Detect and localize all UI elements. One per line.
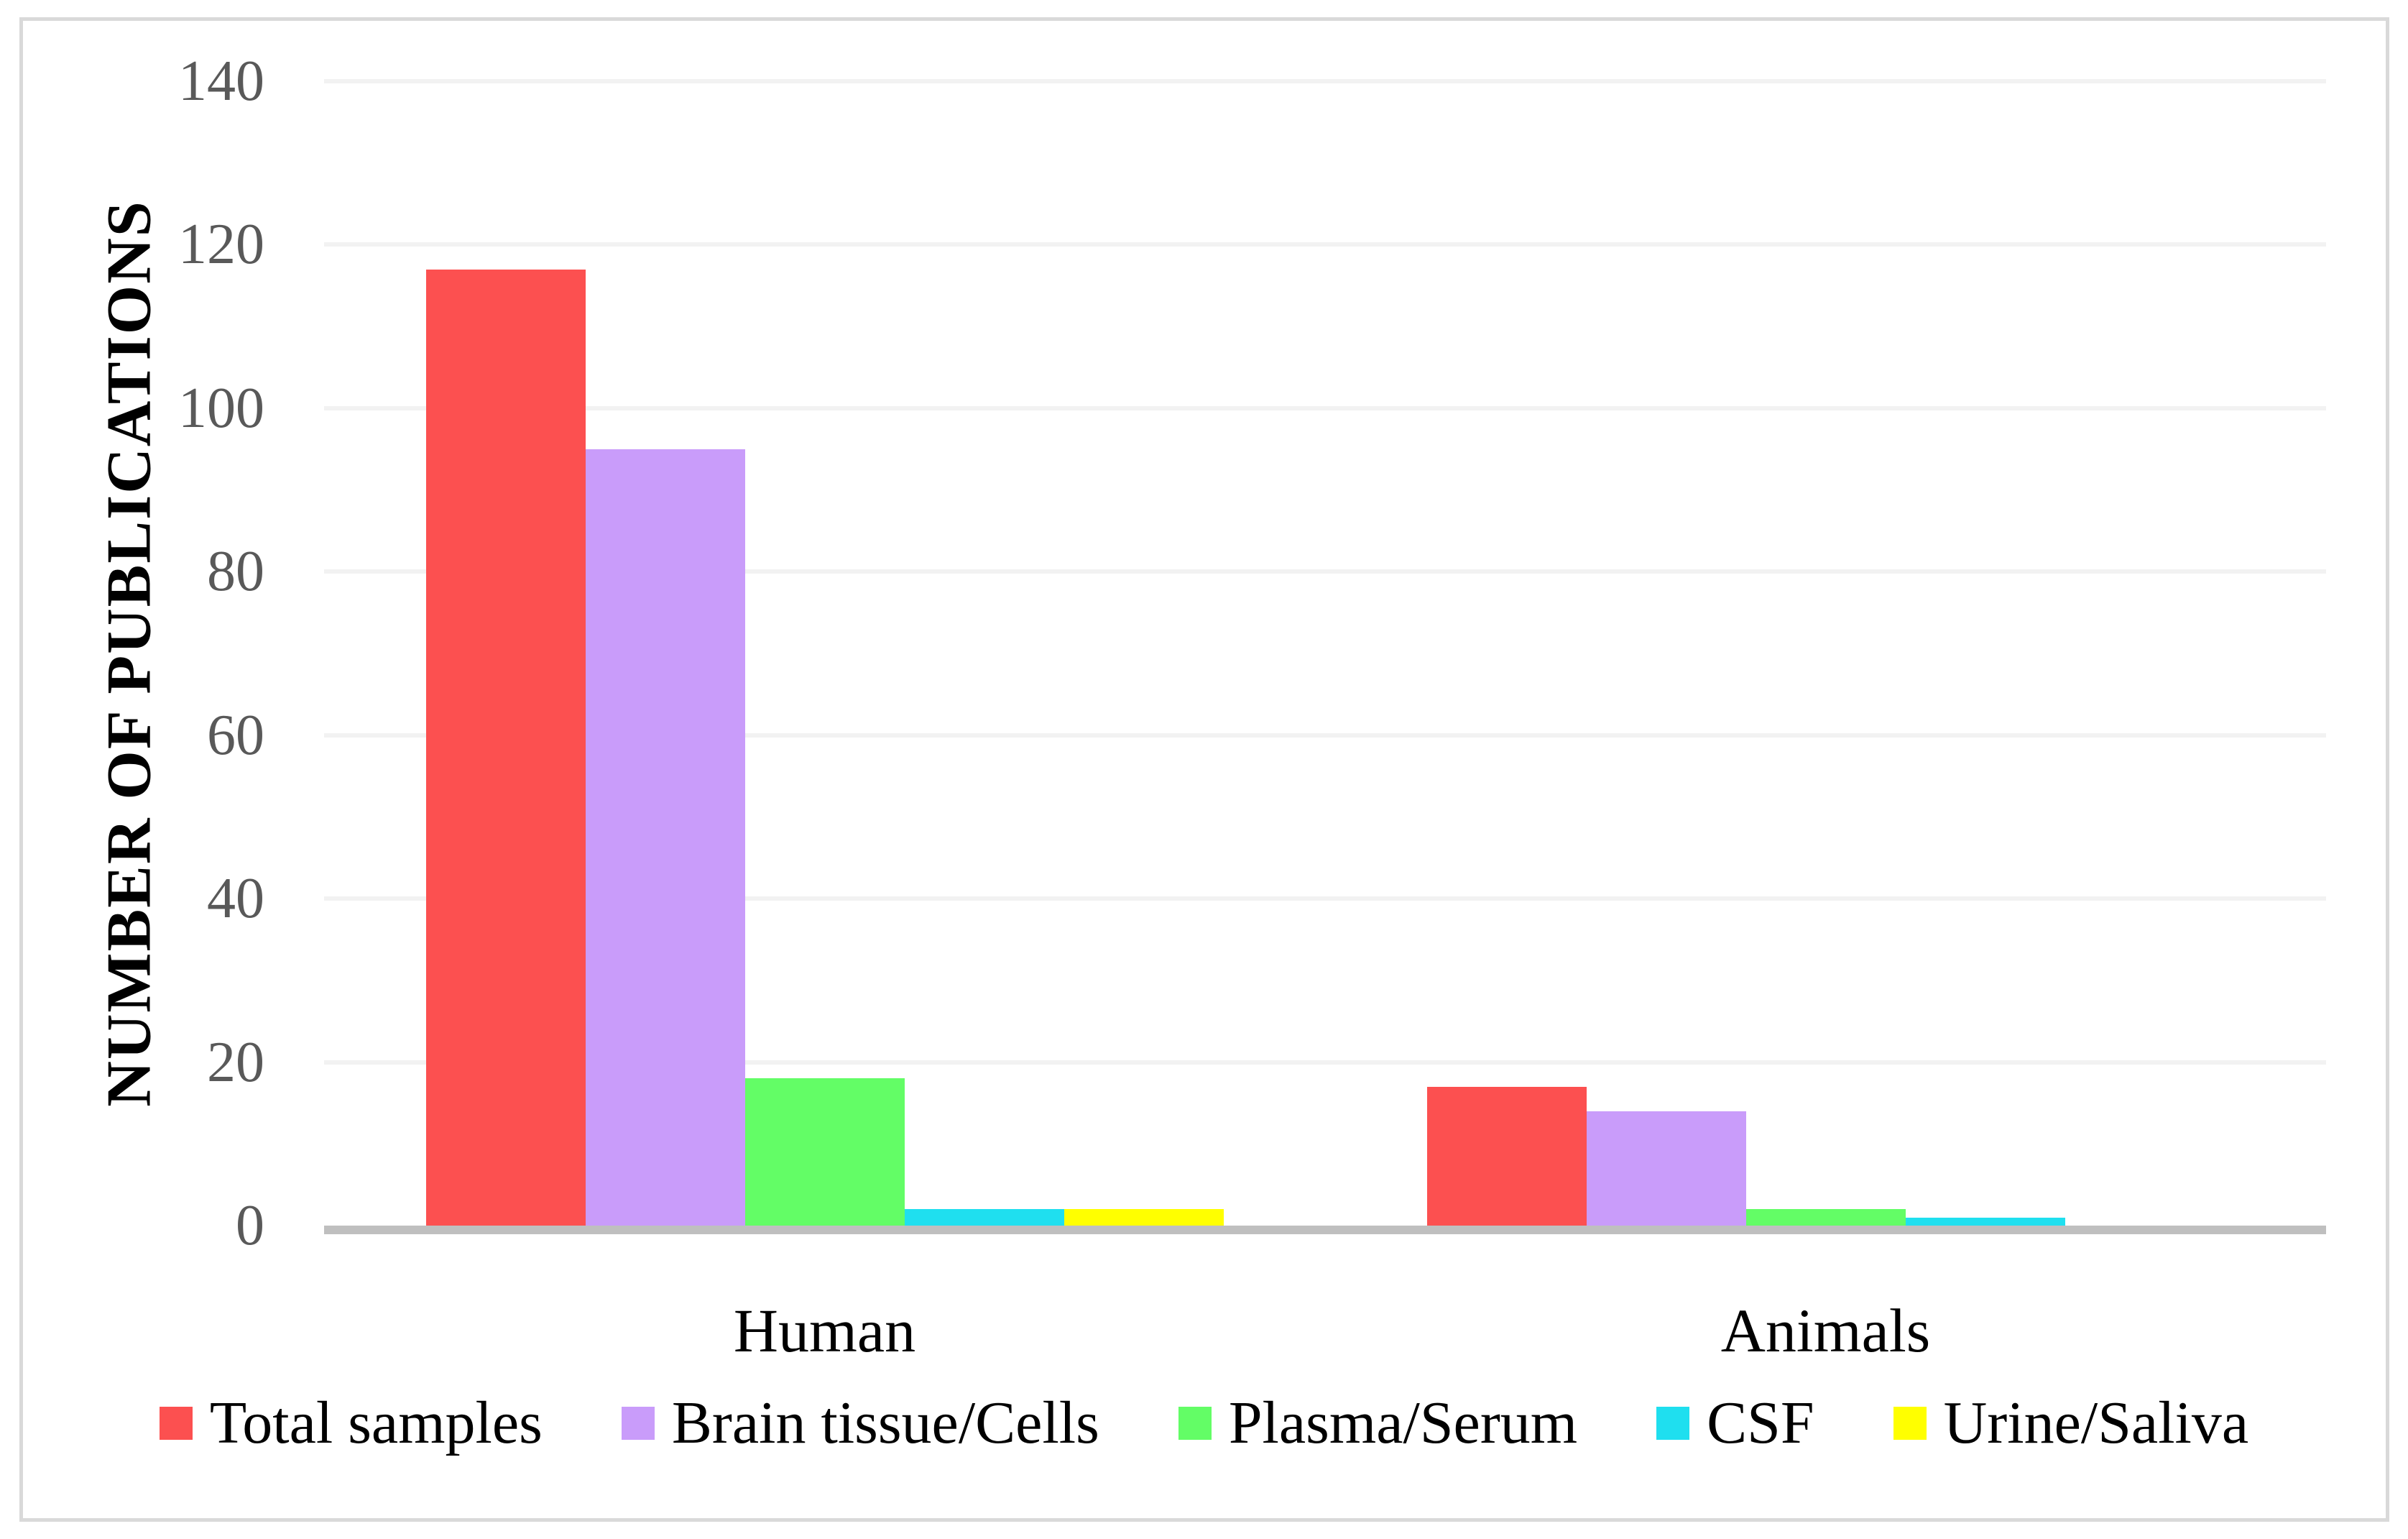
bar-plasma-serum-human <box>744 1078 905 1226</box>
gridline-80 <box>324 569 2326 574</box>
gridline-20 <box>324 1060 2326 1065</box>
bar-group-animals <box>1325 81 2326 1226</box>
y-tick-label-140: 140 <box>178 50 264 113</box>
legend-item-urine-saliva: Urine/Saliva <box>1893 1389 2249 1456</box>
legend-label-urine-saliva: Urine/Saliva <box>1943 1389 2249 1456</box>
category-label-animals: Animals <box>1720 1296 1931 1365</box>
y-tick-label-60: 60 <box>207 703 264 767</box>
legend-swatch-csf <box>1656 1407 1690 1440</box>
bar-groups <box>324 81 2326 1226</box>
bar-csf-animals <box>1905 1217 2065 1226</box>
legend-item-brain-tissue-cells: Brain tissue/Cells <box>621 1389 1099 1456</box>
legend-label-total-samples: Total samples <box>209 1389 543 1456</box>
y-tick-label-40: 40 <box>207 867 264 931</box>
bar-total-samples-human <box>425 269 586 1226</box>
y-tick-label-120: 120 <box>178 213 264 277</box>
bar-brain-tissue-cells-animals <box>1586 1111 1746 1226</box>
gridline-60 <box>324 732 2326 738</box>
category-axis-labels: Human Animals <box>324 1294 2326 1368</box>
bar-csf-human <box>904 1209 1064 1226</box>
gridline-40 <box>324 896 2326 901</box>
legend-swatch-total-samples <box>159 1407 193 1440</box>
plot-area <box>324 79 2326 1234</box>
bar-urine-saliva-human <box>1064 1209 1224 1226</box>
legend-label-csf: CSF <box>1707 1389 1814 1456</box>
y-tick-label-0: 0 <box>236 1194 264 1257</box>
legend-label-brain-tissue-cells: Brain tissue/Cells <box>671 1389 1099 1456</box>
x-axis-line <box>324 1226 2326 1234</box>
legend: Total samples Brain tissue/Cells Plasma/Se… <box>0 1393 2408 1453</box>
legend-swatch-plasma-serum <box>1178 1407 1212 1440</box>
y-tick-label-100: 100 <box>178 376 264 440</box>
legend-swatch-brain-tissue-cells <box>621 1407 655 1440</box>
legend-item-plasma-serum: Plasma/Serum <box>1178 1393 1577 1453</box>
y-tick-label-20: 20 <box>207 1030 264 1094</box>
y-axis-tick-labels: 0 20 40 60 80 100 120 140 <box>0 52 264 1254</box>
legend-item-csf: CSF <box>1656 1393 1814 1453</box>
gridline-120 <box>324 242 2326 247</box>
legend-swatch-urine-saliva <box>1893 1407 1927 1440</box>
category-label-human: Human <box>733 1296 916 1365</box>
bar-group-human <box>324 81 1325 1226</box>
gridline-140 <box>324 79 2326 83</box>
legend-label-plasma-serum: Plasma/Serum <box>1228 1389 1578 1456</box>
legend-item-total-samples: Total samples <box>159 1389 543 1456</box>
gridline-100 <box>324 405 2326 410</box>
bar-total-samples-animals <box>1426 1086 1587 1226</box>
y-tick-label-80: 80 <box>207 540 264 604</box>
figure-frame <box>19 17 2389 1522</box>
bar-brain-tissue-cells-human <box>585 449 745 1226</box>
bar-plasma-serum-animals <box>1745 1209 1906 1226</box>
